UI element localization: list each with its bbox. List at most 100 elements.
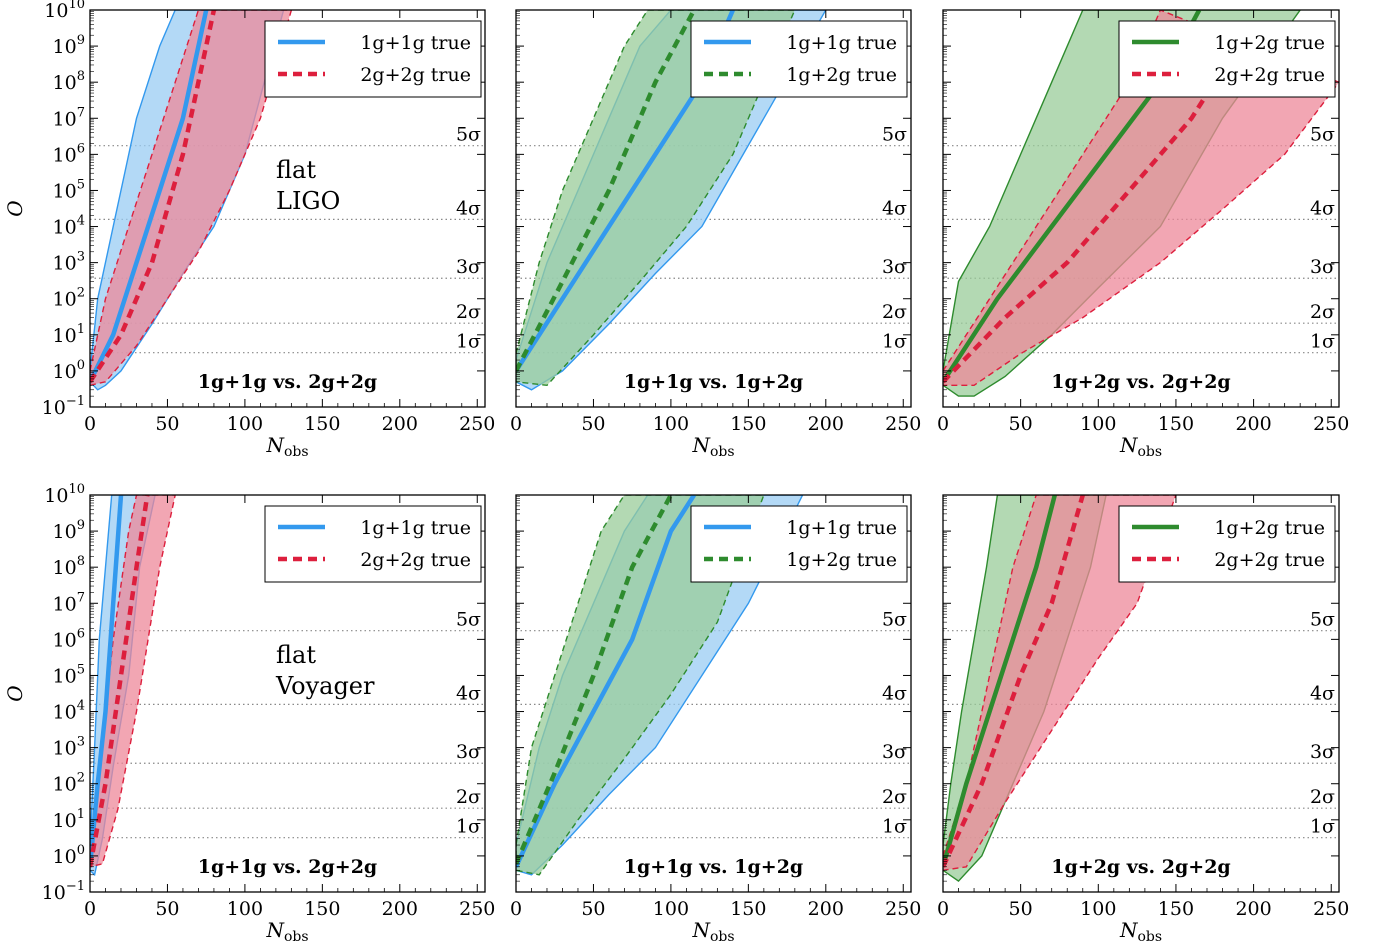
- x-axis-label-main: N: [691, 918, 711, 942]
- x-tick-label: 150: [1158, 898, 1194, 920]
- sigma-label: 5σ: [882, 124, 907, 146]
- x-tick-label: 0: [510, 898, 522, 920]
- y-tick-label: 105: [53, 662, 85, 687]
- y-tick-label: 1010: [44, 0, 85, 22]
- median-line-2: [943, 495, 1085, 868]
- plot-area: [516, 495, 911, 876]
- y-tick-exponent: 1: [77, 322, 85, 337]
- y-tick-base: 10: [53, 36, 77, 58]
- sigma-label: 1σ: [1310, 816, 1335, 838]
- median-line-2: [516, 495, 673, 865]
- y-tick-label: 1010: [44, 482, 85, 507]
- x-tick-label: 150: [1158, 413, 1194, 435]
- y-tick-label: 103: [53, 735, 85, 760]
- y-tick-exponent: −1: [66, 879, 85, 894]
- y-tick-base: 10: [53, 557, 77, 579]
- y-tick-label: 108: [53, 69, 85, 94]
- y-tick-base: 10: [53, 846, 77, 868]
- median-line-1: [943, 495, 1057, 868]
- y-tick-label: 102: [53, 286, 85, 311]
- x-tick-label: 50: [581, 898, 605, 920]
- plot-frame: [89, 9, 486, 408]
- sigma-label: 5σ: [1310, 124, 1335, 146]
- plot-frame: [942, 9, 1340, 408]
- x-tick-label: 250: [459, 898, 495, 920]
- y-tick-label: 109: [53, 33, 85, 58]
- sigma-label: 4σ: [882, 682, 907, 704]
- legend: 1g+1g true 2g+2g true: [264, 505, 482, 583]
- plot-frame: [89, 494, 486, 893]
- sigma-label: 3σ: [882, 256, 907, 278]
- panel-title: 1g+1g vs. 1g+2g: [624, 856, 803, 878]
- y-tick-label: 100: [53, 358, 85, 383]
- y-tick-exponent: 4: [77, 214, 85, 229]
- x-axis-label: Nobs: [1119, 918, 1162, 945]
- sigma-label: 2σ: [882, 786, 907, 808]
- panel-6: 1σ 2σ 3σ 4σ 5σ 0 50 100 150 200 250 Nobs 1g+2g vs. 2…: [937, 494, 1349, 945]
- x-tick-label: 200: [808, 413, 844, 435]
- x-axis-label: Nobs: [265, 918, 308, 945]
- x-axis-label-sub: obs: [1137, 444, 1162, 460]
- y-tick-base: 10: [53, 253, 77, 275]
- sigma-label: 4σ: [1310, 682, 1335, 704]
- x-axis-label-main: N: [265, 433, 285, 457]
- legend-box: [1118, 20, 1336, 98]
- sigma-label: 2σ: [1310, 786, 1335, 808]
- x-tick-label: 200: [808, 898, 844, 920]
- legend-label: 2g+2g true: [360, 64, 471, 86]
- x-tick-label: 100: [1080, 413, 1116, 435]
- x-tick-label: 50: [155, 898, 179, 920]
- legend-label: 2g+2g true: [360, 549, 471, 571]
- y-tick-base: 10: [53, 521, 77, 543]
- y-tick-exponent: 8: [77, 69, 85, 84]
- legend-label: 1g+2g true: [786, 549, 897, 571]
- x-axis-label: Nobs: [691, 433, 734, 460]
- x-axis-label: Nobs: [691, 918, 734, 945]
- x-axis-label: Nobs: [265, 433, 308, 460]
- x-tick-label: 250: [1313, 898, 1349, 920]
- x-tick-label: 150: [304, 898, 340, 920]
- sigma-label: 1σ: [456, 816, 481, 838]
- sigma-label: 5σ: [456, 609, 481, 631]
- x-tick-label: 100: [653, 413, 689, 435]
- panel-3: 1σ 2σ 3σ 4σ 5σ 0 50 100 150 200 250 Nobs 1g+2g vs. 2…: [937, 9, 1349, 460]
- y-tick-base: 10: [53, 810, 77, 832]
- legend-label: 1g+1g true: [360, 32, 471, 54]
- sigma-label: 4σ: [1310, 197, 1335, 219]
- x-tick-label: 100: [227, 898, 263, 920]
- x-axis-label-main: N: [1119, 433, 1139, 457]
- y-tick-base: 10: [53, 325, 77, 347]
- x-axis-label: Nobs: [1119, 433, 1162, 460]
- legend-label: 1g+2g true: [1214, 517, 1325, 539]
- y-tick-label: 101: [53, 807, 85, 832]
- plot-area: [90, 10, 485, 391]
- y-tick-exponent: 4: [77, 699, 85, 714]
- x-tick-label: 200: [382, 413, 418, 435]
- legend-box: [264, 20, 482, 98]
- panel-title: 1g+1g vs. 2g+2g: [198, 371, 377, 393]
- y-tick-exponent: 0: [77, 843, 85, 858]
- plot-area: [943, 495, 1339, 883]
- panel-title: 1g+1g vs. 2g+2g: [198, 856, 377, 878]
- band-2: [943, 495, 1177, 872]
- sigma-label: 1σ: [1310, 331, 1335, 353]
- x-tick-label: 0: [937, 413, 949, 435]
- y-tick-base: 10: [53, 217, 77, 239]
- y-tick-label: 106: [53, 141, 85, 166]
- y-tick-label: 108: [53, 554, 85, 579]
- x-axis-label-sub: obs: [284, 444, 309, 460]
- x-tick-label: 100: [653, 898, 689, 920]
- y-tick-label: 100: [53, 843, 85, 868]
- legend-label: 2g+2g true: [1214, 64, 1325, 86]
- x-tick-label: 200: [1235, 898, 1271, 920]
- sigma-label: 4σ: [456, 197, 481, 219]
- x-tick-label: 0: [84, 898, 96, 920]
- y-tick-exponent: 8: [77, 554, 85, 569]
- y-tick-exponent: 6: [77, 141, 85, 156]
- sigma-label: 1σ: [456, 331, 481, 353]
- band-2: [516, 495, 765, 876]
- sigma-label: 3σ: [456, 741, 481, 763]
- annotation-text: flat: [276, 156, 316, 184]
- x-axis-label-sub: obs: [710, 929, 735, 945]
- y-tick-base: 10: [53, 629, 77, 651]
